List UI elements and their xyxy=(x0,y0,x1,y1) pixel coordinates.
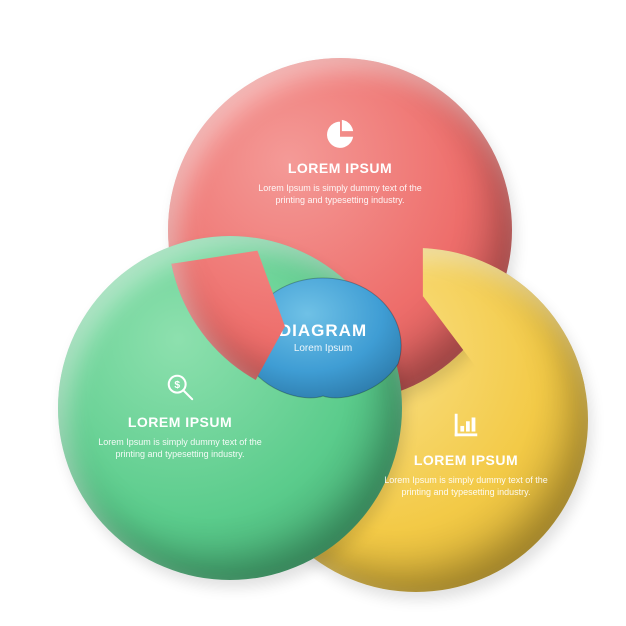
segment-red-desc: Lorem Ipsum is simply dummy text of the … xyxy=(245,182,435,206)
segment-yellow: LOREM IPSUM Lorem Ipsum is simply dummy … xyxy=(356,408,576,498)
venn-diagram: DIAGRAM Lorem Ipsum LOREM IPSUM Lorem Ip… xyxy=(0,0,626,626)
bar-graph-icon xyxy=(449,408,483,442)
segment-green: $ LOREM IPSUM Lorem Ipsum is simply dumm… xyxy=(70,370,290,460)
segment-yellow-desc: Lorem Ipsum is simply dummy text of the … xyxy=(371,474,561,498)
segment-green-desc: Lorem Ipsum is simply dummy text of the … xyxy=(85,436,275,460)
pie-chart-icon xyxy=(323,116,357,150)
segment-green-title: LOREM IPSUM xyxy=(128,414,232,430)
svg-text:$: $ xyxy=(174,380,180,391)
magnify-dollar-icon: $ xyxy=(163,370,197,404)
segment-yellow-title: LOREM IPSUM xyxy=(414,452,518,468)
segment-red-title: LOREM IPSUM xyxy=(288,160,392,176)
segment-red: LOREM IPSUM Lorem Ipsum is simply dummy … xyxy=(230,116,450,206)
